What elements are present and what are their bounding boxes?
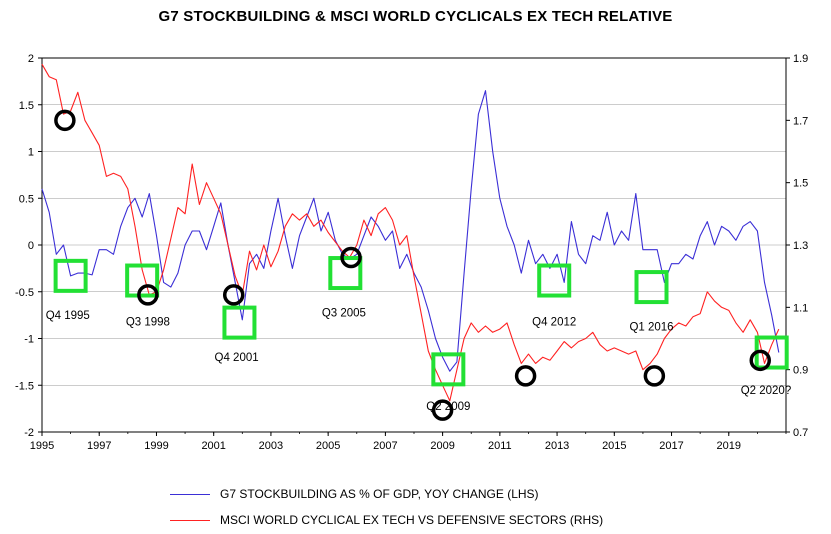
tick-label-left: 0 (28, 240, 34, 252)
tick-label-right: 1.9 (793, 53, 808, 65)
tick-label-left: 1.5 (19, 100, 34, 112)
tick-label-left: -1.5 (15, 380, 34, 392)
tick-label-right: 0.9 (793, 365, 808, 377)
legend-item-msci: MSCI WORLD CYCLICAL EX TECH VS DEFENSIVE… (170, 511, 603, 529)
highlight-square (328, 256, 363, 291)
tick-label-left: 0.5 (19, 193, 34, 205)
tick-label-right: 0.7 (793, 427, 808, 439)
highlight-circle (54, 109, 76, 132)
highlight-square (125, 263, 160, 298)
highlight-square (634, 270, 669, 305)
highlight-circle (643, 365, 666, 387)
series-line-msci (41, 63, 780, 402)
highlight-circle (340, 246, 362, 269)
annotation-label: Q3 1998 (126, 317, 170, 329)
series-lines (41, 63, 780, 402)
highlight-square (222, 305, 257, 340)
legend-swatch-blue (170, 493, 210, 495)
legend-label: G7 STOCKBUILDING AS % OF GDP, YOY CHANGE… (220, 487, 539, 501)
annotation-label: Q1 2016 (629, 321, 673, 333)
tick-label-x: 2005 (316, 440, 340, 452)
tick-label-right: 1.5 (793, 178, 808, 190)
tick-label-x: 2015 (602, 440, 626, 452)
annotation-label: Q2 2009 (426, 401, 470, 413)
tick-label-right: 1.1 (793, 302, 808, 314)
annotation-label: Q4 2012 (532, 317, 576, 329)
tick-label-x: 1997 (87, 440, 111, 452)
tick-label-x: 2001 (201, 440, 225, 452)
tick-label-x: 1999 (144, 440, 168, 452)
highlight-square (431, 352, 466, 387)
annotation-label: Q4 2001 (215, 352, 259, 364)
tick-label-left: -2 (24, 427, 34, 439)
tick-label-left: -1 (24, 334, 34, 346)
highlight-circle (222, 284, 245, 306)
legend-swatch-red (170, 519, 210, 521)
series-line-stockbuilding (41, 90, 780, 372)
tick-label-x: 2017 (659, 440, 683, 452)
annotation-label: Q3 2005 (322, 307, 366, 319)
highlight-circle (749, 349, 771, 372)
tick-label-x: 2011 (488, 440, 512, 452)
legend-label: MSCI WORLD CYCLICAL EX TECH VS DEFENSIVE… (220, 513, 604, 527)
chart-title: G7 STOCKBUILDING & MSCI WORLD CYCLICALS … (158, 8, 673, 25)
highlight-circle (514, 365, 537, 387)
tick-label-left: 1 (28, 147, 34, 159)
tick-label-x: 2013 (545, 440, 569, 452)
tick-label-left: -0.5 (15, 287, 34, 299)
annotation-label: Q2 2020? (741, 385, 792, 397)
legend-item-stockbuilding: G7 STOCKBUILDING AS % OF GDP, YOY CHANGE… (170, 485, 539, 503)
tick-label-x: 2009 (430, 440, 454, 452)
gridlines (42, 57, 786, 433)
tick-label-x: 2019 (717, 440, 741, 452)
tick-label-x: 2003 (259, 440, 283, 452)
annotations: Q4 1995 Q3 1998 Q4 2001 Q3 2005 Q2 2009 Q4 20… (46, 109, 792, 421)
highlight-circle (137, 284, 159, 306)
highlight-square (53, 258, 88, 293)
tick-label-left: 2 (28, 53, 34, 65)
annotation-label: Q4 1995 (46, 310, 90, 322)
tick-label-x: 1995 (30, 440, 54, 452)
axis-ticks: 2 1.5 1 0.5 0 -0.5 -1 -1.5 -2 1.9 1.7 1.5 1.3 1.1 0.9 0… (15, 53, 808, 452)
tick-label-right: 1.3 (793, 240, 808, 252)
highlight-circle (431, 399, 454, 421)
highlight-square (537, 263, 572, 298)
tick-label-x: 2007 (373, 440, 397, 452)
tick-label-right: 1.7 (793, 115, 808, 127)
